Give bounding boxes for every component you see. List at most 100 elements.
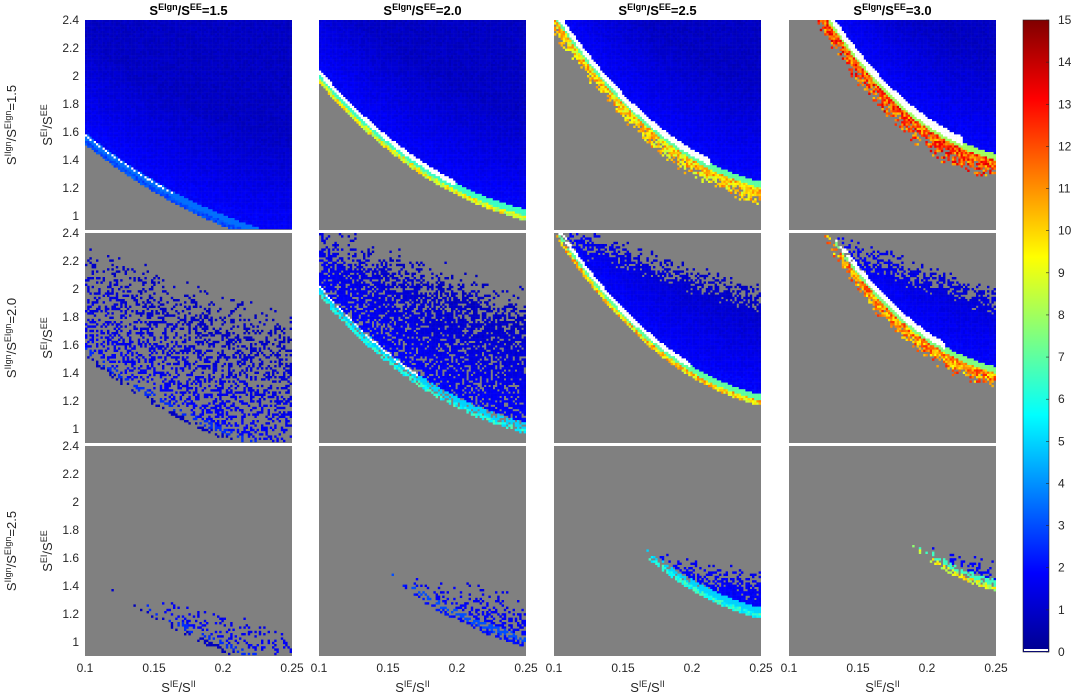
heat-cell (191, 88, 193, 90)
heat-cell (199, 68, 201, 70)
heat-cell (147, 75, 149, 77)
heat-cell (221, 178, 223, 180)
heat-cell (129, 112, 131, 114)
heat-cell (217, 159, 219, 161)
heat-cell (186, 165, 188, 167)
heat-cell (100, 117, 102, 119)
heat-cell (131, 79, 133, 81)
heat-cell (182, 75, 184, 77)
heat-cell (199, 22, 201, 24)
heat-cell (144, 145, 146, 147)
heat-cell (120, 46, 122, 48)
heat-cell (197, 132, 199, 134)
heat-cell (158, 35, 160, 37)
heat-cell (122, 86, 124, 88)
heat-cell (204, 104, 206, 106)
heat-cell (151, 57, 153, 59)
heat-cell (89, 139, 91, 141)
heat-cell (182, 108, 184, 110)
heat-cell (169, 159, 171, 161)
heat-cell (144, 117, 146, 119)
heat-cell (107, 40, 109, 42)
heat-cell (151, 62, 153, 64)
heat-cell (199, 141, 201, 143)
heat-cell (125, 42, 127, 44)
heat-cell (182, 128, 184, 130)
heat-cell (213, 49, 215, 51)
heat-cell (173, 77, 175, 79)
heat-cell (215, 121, 217, 123)
heat-cell (120, 121, 122, 123)
heat-cell (171, 101, 173, 103)
heat-cell (136, 35, 138, 37)
heat-cell (195, 137, 197, 139)
heat-cell (217, 57, 219, 59)
heat-cell (85, 79, 87, 81)
heat-cell (186, 53, 188, 55)
heat-cell (105, 46, 107, 48)
heat-cell (186, 159, 188, 161)
heat-cell (133, 46, 135, 48)
heat-cell (129, 38, 131, 40)
heat-cell (87, 44, 89, 46)
heat-cell (219, 27, 221, 29)
heat-cell (129, 161, 131, 163)
heat-cell (120, 60, 122, 62)
heat-cell (182, 154, 184, 156)
heat-cell (136, 86, 138, 88)
heat-cell (215, 97, 217, 99)
heat-cell (206, 126, 208, 128)
heat-cell (173, 40, 175, 42)
heat-cell (208, 77, 210, 79)
heat-cell (133, 134, 135, 136)
heat-cell (199, 203, 201, 205)
heat-cell (197, 130, 199, 132)
heat-cell (195, 117, 197, 119)
heat-cell (206, 53, 208, 55)
heat-cell (171, 174, 173, 176)
heat-cell (140, 174, 142, 176)
heat-cell (208, 104, 210, 106)
heat-cell (219, 40, 221, 42)
heat-cell (219, 24, 221, 26)
heat-cell (208, 139, 210, 141)
heat-cell (182, 57, 184, 59)
heat-cell (103, 55, 105, 57)
heat-cell (138, 161, 140, 163)
heat-cell (182, 121, 184, 123)
heat-cell (160, 62, 162, 64)
heat-cell (160, 20, 162, 22)
heat-cell (195, 93, 197, 95)
heat-cell (111, 40, 113, 42)
heat-cell (109, 57, 111, 59)
heat-cell (131, 117, 133, 119)
heat-cell (177, 42, 179, 44)
heat-cell (96, 38, 98, 40)
heat-cell (162, 130, 164, 132)
heat-cell (197, 51, 199, 53)
heat-cell (171, 93, 173, 95)
heat-cell (92, 75, 94, 77)
heat-cell (151, 181, 153, 183)
heat-cell (173, 126, 175, 128)
heat-cell (224, 185, 226, 187)
heat-cell (208, 73, 210, 75)
heat-cell (147, 141, 149, 143)
heat-cell (208, 194, 210, 196)
heat-cell (166, 55, 168, 57)
heat-cell (177, 71, 179, 73)
heat-cell (118, 154, 120, 156)
heat-cell (224, 93, 226, 95)
heat-cell (217, 156, 219, 158)
heat-cell (202, 161, 204, 163)
heat-cell (184, 73, 186, 75)
heat-cell (193, 66, 195, 68)
heat-cell (177, 95, 179, 97)
heat-cell (120, 71, 122, 73)
heat-cell (193, 181, 195, 183)
heat-cell (96, 60, 98, 62)
heat-cell (109, 84, 111, 86)
heat-cell (177, 62, 179, 64)
heat-cell (177, 132, 179, 134)
heat-cell (114, 165, 116, 167)
